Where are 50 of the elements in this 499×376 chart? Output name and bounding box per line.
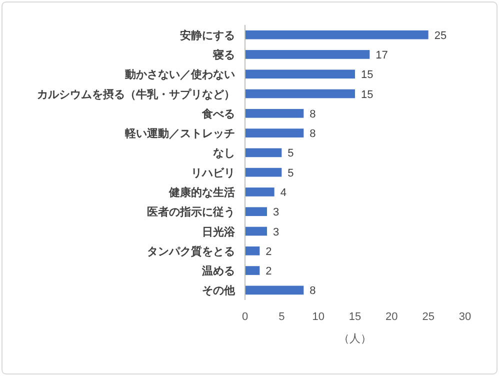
data-label: 3 xyxy=(273,226,280,238)
bar xyxy=(245,148,282,158)
y-tick-label: 医者の指示に従う xyxy=(147,206,235,219)
y-tick-label: なし xyxy=(213,148,235,160)
data-label: 3 xyxy=(273,206,280,219)
y-tick-label: その他 xyxy=(202,284,236,298)
y-tick-label: 日光浴 xyxy=(202,225,236,238)
y-tick-label: 寝る xyxy=(212,48,235,62)
y-tick-label: 安静にする xyxy=(180,28,235,42)
data-label: 8 xyxy=(310,285,316,298)
bar xyxy=(245,266,260,275)
y-tick-label: カルシウムを摂る（牛乳・サプリなど） xyxy=(37,88,235,101)
data-label: 15 xyxy=(361,88,374,101)
data-label: 5 xyxy=(288,148,294,160)
x-tick-label: 10 xyxy=(312,311,324,323)
bar xyxy=(245,188,274,196)
data-label: 8 xyxy=(310,128,316,140)
bar xyxy=(245,207,267,216)
data-label: 17 xyxy=(376,49,388,62)
bar xyxy=(245,286,304,295)
data-label: 2 xyxy=(266,266,272,278)
data-label: 25 xyxy=(434,30,447,42)
bar xyxy=(245,128,304,138)
data-label: 8 xyxy=(310,108,316,120)
data-label: 2 xyxy=(266,246,272,258)
x-tick-label: 15 xyxy=(348,311,362,323)
y-tick-label: 動かさない／使わない xyxy=(124,68,235,82)
bar xyxy=(245,246,260,256)
y-tick-label: 食べる xyxy=(201,107,235,120)
y-tick-label: 軽い運動／ストレッチ xyxy=(124,127,235,140)
bar xyxy=(245,108,304,118)
data-label: 15 xyxy=(361,69,374,82)
data-label: 4 xyxy=(280,186,286,199)
y-tick-label: リハビリ xyxy=(191,166,235,180)
x-tick-label: 20 xyxy=(386,311,398,323)
x-tick-label: 0 xyxy=(242,311,248,323)
x-tick-label: 5 xyxy=(278,311,285,323)
bar xyxy=(245,70,355,79)
bar xyxy=(245,89,355,98)
x-tick-label: 30 xyxy=(458,311,472,323)
y-tick-label: タンパク質をとる xyxy=(147,244,235,258)
x-tick-label: 25 xyxy=(422,311,434,323)
y-tick-label: 温める xyxy=(201,264,235,278)
y-tick-label: 健康的な生活 xyxy=(168,186,235,199)
bar xyxy=(245,226,267,236)
data-label: 5 xyxy=(288,167,294,180)
bar xyxy=(245,168,282,177)
bar xyxy=(245,50,370,59)
x-axis-title: （人） xyxy=(338,333,372,345)
bar xyxy=(245,30,428,40)
